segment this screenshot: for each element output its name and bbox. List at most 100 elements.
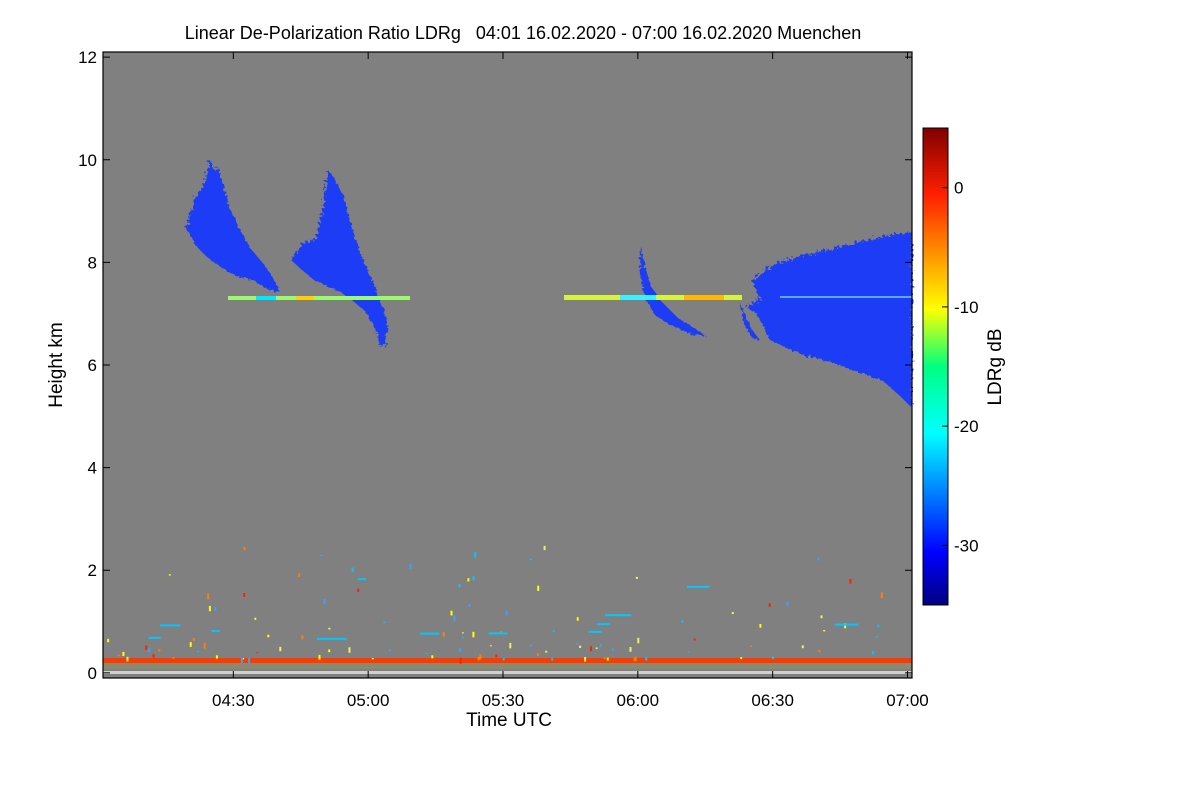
ldr-features <box>186 160 912 408</box>
speckle <box>214 606 217 611</box>
colorbar-ticks: 0 -10 -20 -30 <box>942 179 979 555</box>
y-axis-ticks: 0 2 4 6 8 10 12 <box>78 48 912 683</box>
x-axis-ticks: 04:30 05:00 05:30 06:00 06:30 07:00 <box>212 52 929 710</box>
y-tick-label-6: 12 <box>78 48 97 67</box>
speckle <box>731 612 734 614</box>
ldr-streaks <box>103 295 912 674</box>
speckle <box>107 638 110 643</box>
speckle-streak <box>596 623 611 626</box>
speckle <box>388 649 391 652</box>
speckle <box>579 645 582 648</box>
speckle <box>772 656 774 660</box>
chart-title: Linear De-Polarization Ratio LDRg 04:01 … <box>185 23 861 43</box>
speckle <box>576 617 579 621</box>
speckle <box>459 648 462 652</box>
speckle-streak <box>604 614 632 617</box>
speckle <box>409 564 412 569</box>
speckle <box>158 649 161 652</box>
speckle-streak <box>420 632 440 635</box>
speckle <box>645 656 648 661</box>
speckle <box>545 650 548 653</box>
speckle <box>740 657 743 659</box>
speckle <box>453 615 456 622</box>
speckle <box>872 651 875 655</box>
speckle <box>693 638 696 641</box>
speckle <box>192 638 195 642</box>
speckle <box>820 615 823 619</box>
speckle <box>502 657 505 661</box>
speckle <box>450 610 453 616</box>
speckle <box>472 576 475 581</box>
speckle <box>197 650 200 653</box>
speckle <box>242 658 245 660</box>
y-tick-label-4: 8 <box>88 253 97 272</box>
speckle-streak <box>687 585 710 588</box>
cirrus-plume-2 <box>291 170 388 347</box>
speckle <box>849 579 852 584</box>
speckle <box>243 593 246 597</box>
speckle-streak <box>211 630 220 632</box>
streak-layer-b-hot <box>684 295 724 300</box>
speckle <box>371 658 374 660</box>
speckle-streak <box>317 637 347 640</box>
y-tick-label-0: 0 <box>88 664 97 683</box>
near-ground-layer <box>103 658 912 663</box>
speckle <box>357 588 360 592</box>
speckle <box>584 657 587 662</box>
speckle <box>256 652 259 654</box>
plot-background <box>103 52 912 678</box>
x-tick-label-5: 07:00 <box>886 691 929 710</box>
colorbar-label: LDRg dB <box>985 328 1006 405</box>
y-tick-label-2: 4 <box>88 459 97 478</box>
speckle <box>126 656 129 662</box>
colorbar-tick-label-3: -30 <box>954 536 979 555</box>
speckle <box>318 654 321 660</box>
cirrus-mass-4 <box>746 232 912 408</box>
speckle <box>551 658 554 661</box>
speckle <box>489 645 492 647</box>
speckle <box>208 605 211 612</box>
speckle <box>323 598 326 605</box>
speckle-streak <box>834 623 859 626</box>
cirrus-inner-streak <box>780 296 912 298</box>
speckle <box>267 634 270 638</box>
speckle <box>147 649 150 653</box>
speckle <box>425 653 428 655</box>
speckle <box>823 630 826 632</box>
speckle <box>595 647 598 649</box>
cirrus-tail-2 <box>740 302 760 340</box>
speckle <box>637 637 640 644</box>
speckle <box>477 656 480 661</box>
speckle <box>603 657 606 659</box>
x-axis-label: Time UTC <box>466 710 552 731</box>
speckle <box>634 656 637 662</box>
speckle <box>606 657 609 661</box>
speckle <box>468 604 471 607</box>
speckle <box>759 624 762 628</box>
colorbar-tick-label-2: -20 <box>954 417 979 436</box>
speckle <box>877 624 880 628</box>
colorbar <box>922 127 949 606</box>
speckle <box>122 651 125 656</box>
speckle <box>254 617 257 620</box>
streak-layer-a-hot <box>296 296 314 300</box>
speckle <box>328 627 331 630</box>
speckle <box>189 642 192 647</box>
speckle <box>215 655 218 659</box>
speckle <box>458 584 461 588</box>
speckle <box>875 636 878 638</box>
cirrus-fragment-3 <box>640 245 706 336</box>
x-tick-label-4: 06:30 <box>751 691 794 710</box>
speckle <box>462 637 464 639</box>
speckle <box>681 620 684 623</box>
speckle <box>633 657 636 662</box>
speckle <box>629 647 632 652</box>
speckle <box>844 623 847 629</box>
speckle <box>479 654 482 660</box>
speckle <box>537 653 539 656</box>
streak-layer-a-core <box>256 296 276 300</box>
speckle <box>749 645 752 647</box>
streak-layer-b-core <box>620 295 656 300</box>
